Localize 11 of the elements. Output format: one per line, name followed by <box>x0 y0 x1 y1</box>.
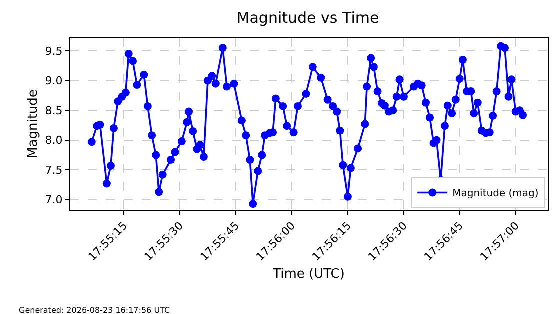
y-tick-label: 7.0 <box>45 194 63 207</box>
y-tick-label: 8.5 <box>45 104 63 118</box>
text: Generated: 2026-08-23 16:17:56 UTC <box>19 306 170 314</box>
y-tick-label: 7.5 <box>45 164 63 177</box>
x-axis-title: Time (UTC) <box>272 267 345 282</box>
y-tick-label: 8.0 <box>45 134 63 148</box>
chart-title: Magnitude vs Time <box>236 9 380 28</box>
y-tick-label: 9.0 <box>45 74 63 88</box>
y-tick-label: 9.5 <box>45 44 63 58</box>
y-axis-title: Magnitude <box>26 90 42 158</box>
legend-label: Magnitude (mag) <box>452 188 539 200</box>
